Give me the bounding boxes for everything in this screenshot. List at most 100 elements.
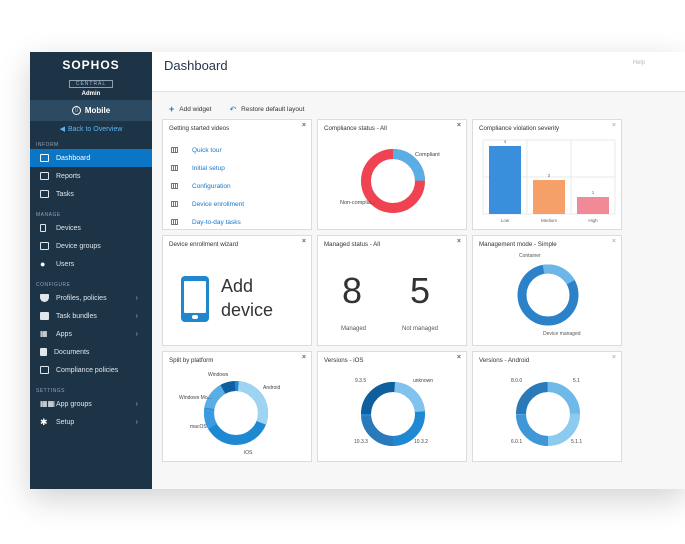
donut-segment-macos[interactable] — [199, 376, 273, 450]
sidebar-item-dashboard[interactable]: Dashboard — [30, 149, 152, 167]
add-widget-button[interactable]: + Add widget — [169, 104, 211, 114]
managed-count[interactable]: 8 — [342, 270, 363, 311]
mobile-product-icon: ▯ — [71, 106, 81, 115]
video-link-label: Configuration — [192, 182, 231, 190]
section-manage: MANAGE — [36, 212, 61, 218]
label-ios: iOS — [244, 450, 253, 456]
back-link-label: Back to Overview — [67, 125, 123, 133]
sidebar-item-label: Reports — [56, 172, 81, 180]
video-list: Quick tour Initial setup Configuration D… — [171, 141, 244, 231]
close-icon[interactable]: × — [611, 238, 616, 245]
main-content: Dashboard Help + Add widget ↶ Restore de… — [152, 52, 685, 489]
sidebar-item-task-bundles[interactable]: Task bundles › — [30, 307, 152, 325]
label-container: Container — [519, 253, 541, 259]
widget-title: Versions - iOS — [324, 357, 364, 364]
close-icon[interactable]: × — [301, 122, 306, 129]
apps-grid-icon: ▦ — [40, 329, 48, 338]
severity-bar-high[interactable] — [577, 197, 609, 214]
sidebar-item-tasks[interactable]: Tasks — [30, 185, 152, 203]
severity-bar-medium[interactable] — [533, 180, 565, 214]
film-icon — [171, 165, 178, 171]
video-link-initial-setup[interactable]: Initial setup — [171, 159, 244, 177]
widget-getting-started: Getting started videos × Quick tour Init… — [162, 119, 312, 230]
severity-value-low: 4 — [504, 139, 507, 144]
film-icon — [171, 147, 178, 153]
widget-management-mode: Management mode - Simple × Container Dev… — [472, 235, 622, 346]
severity-label-low: Low — [501, 218, 510, 223]
close-icon[interactable]: × — [456, 122, 461, 129]
not-managed-count[interactable]: 5 — [410, 270, 431, 311]
smartphone-icon[interactable] — [181, 276, 209, 322]
sidebar-item-users[interactable]: ● Users — [30, 255, 152, 273]
close-icon[interactable]: × — [456, 354, 461, 361]
reports-icon — [40, 172, 49, 180]
sidebar-item-devices[interactable]: Devices — [30, 219, 152, 237]
donut-segment-container[interactable] — [517, 264, 579, 326]
product-switcher[interactable]: ▯ Mobile — [30, 100, 152, 121]
donut-segment-android[interactable] — [204, 381, 268, 445]
video-link-configuration[interactable]: Configuration — [171, 177, 244, 195]
video-link-device-enrollment[interactable]: Device enrollment — [171, 195, 244, 213]
page-title: Dashboard — [164, 58, 228, 73]
add-device-button[interactable]: Add device — [221, 274, 273, 322]
close-icon[interactable]: × — [611, 122, 616, 129]
sidebar-item-profiles[interactable]: Profiles, policies › — [30, 289, 152, 307]
video-link-label: Device enrollment — [192, 200, 245, 208]
sidebar-item-label: Compliance policies — [56, 366, 119, 374]
add-widget-label: Add widget — [179, 105, 212, 113]
close-icon[interactable]: × — [456, 238, 461, 245]
compliance-list-icon — [40, 366, 49, 374]
label-device-managed: Device managed — [543, 331, 581, 337]
sidebar-item-reports[interactable]: Reports — [30, 167, 152, 185]
widget-title: Managed status - All — [324, 241, 381, 248]
brand-role: Admin — [81, 91, 101, 97]
donut-segment-compliant[interactable] — [361, 149, 425, 213]
device-groups-icon — [40, 242, 49, 250]
managed-label: Managed — [341, 326, 367, 332]
label-9-3-5: 9.3.5 — [355, 378, 366, 384]
widget-compliance-status: Compliance status - All × Compliant Non-… — [317, 119, 467, 230]
donut-segment-10-3-3[interactable] — [361, 382, 425, 446]
add-device-line1: Add — [221, 276, 254, 296]
close-icon[interactable]: × — [301, 354, 306, 361]
donut-segment-windows-mobile[interactable] — [204, 381, 268, 445]
severity-bar-low[interactable] — [489, 146, 521, 214]
donut-segment-8-0-0[interactable] — [516, 382, 580, 446]
sidebar-item-label: Profiles, policies — [56, 294, 107, 302]
donut-segment-6-0-1[interactable] — [516, 382, 580, 446]
chevron-right-icon: › — [135, 330, 138, 338]
sidebar-item-label: Device groups — [56, 242, 101, 250]
label-6-0-1: 6.0.1 — [511, 439, 522, 445]
restore-layout-button[interactable]: ↶ Restore default layout — [229, 105, 304, 114]
close-icon[interactable]: × — [611, 354, 616, 361]
severity-label-high: High — [588, 218, 598, 223]
close-icon[interactable]: × — [301, 238, 306, 245]
back-to-overview-link[interactable]: ◀ Back to Overview — [30, 121, 152, 137]
not-managed-label: Not managed — [402, 326, 439, 332]
sidebar-item-documents[interactable]: Documents — [30, 343, 152, 361]
widget-title: Compliance violation severity — [479, 125, 560, 132]
donut-segment-5-1[interactable] — [516, 382, 580, 446]
severity-bars: 4 Low 2 Medium 1 High — [489, 139, 609, 223]
sidebar-item-label: Setup — [56, 418, 75, 426]
video-link-day-to-day[interactable]: Day-to-day tasks — [171, 213, 244, 231]
donut-segment-9-3-5[interactable] — [361, 382, 425, 446]
label-macos: macOS — [190, 424, 207, 430]
sidebar-item-app-groups[interactable]: ▦▦ App groups › — [30, 395, 152, 413]
sidebar-item-compliance[interactable]: Compliance policies — [30, 361, 152, 379]
severity-value-high: 1 — [592, 190, 595, 195]
sidebar-item-device-groups[interactable]: Device groups — [30, 237, 152, 255]
chevron-right-icon: › — [135, 418, 138, 426]
label-unknown: unknown — [413, 378, 433, 384]
severity-bar-chart: 4 Low 2 Medium 1 High — [482, 139, 616, 223]
help-link[interactable]: Help — [632, 60, 645, 66]
sophos-logo[interactable]: SOPHOS CENTRAL Admin — [30, 52, 152, 100]
widget-violation-severity: Compliance violation severity × 4 Low 2 Med… — [472, 119, 622, 230]
sidebar-item-label: App groups — [56, 400, 92, 408]
label-android: Android — [263, 385, 280, 391]
video-link-quick-tour[interactable]: Quick tour — [171, 141, 244, 159]
widget-managed-status: Managed status - All × 8 Managed 5 Not m… — [317, 235, 467, 346]
sidebar-item-apps[interactable]: ▦ Apps › — [30, 325, 152, 343]
sidebar-item-setup[interactable]: ✱ Setup › — [30, 413, 152, 431]
section-configure: CONFIGURE — [36, 282, 71, 288]
